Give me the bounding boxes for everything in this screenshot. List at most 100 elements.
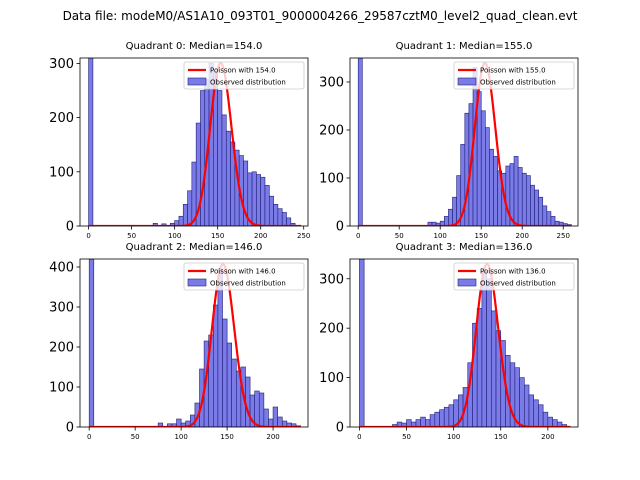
quadrant-0-bar bbox=[286, 217, 292, 226]
quadrant-1-bar bbox=[480, 110, 486, 226]
quadrant-3-bar bbox=[528, 394, 535, 427]
quadrant-1-bar bbox=[513, 156, 519, 226]
quadrant-0-xtick-label: 250 bbox=[297, 232, 310, 240]
quadrant-3-ytick-label: 0 bbox=[336, 421, 344, 436]
quadrant-3-legend-observed-label: Observed distribution bbox=[480, 280, 556, 288]
quadrant-0-bar bbox=[182, 204, 188, 226]
quadrant-3-legend: Poisson with 136.0 Observed distribution bbox=[453, 262, 575, 291]
quadrant-2-panel: Quadrant 2: Median=146.0 0 100 200 300 400 0 50… bbox=[49, 242, 309, 441]
quadrant-1-bar bbox=[448, 208, 453, 226]
quadrant-1-xtick-label: 250 bbox=[557, 232, 570, 240]
quadrant-3-xtick-label: 50 bbox=[402, 433, 411, 441]
quadrant-3-panel: Quadrant 3: Median=136.0 0 100 200 300 0 50 100… bbox=[319, 242, 579, 441]
quadrant-2-xtick-label: 150 bbox=[220, 433, 233, 441]
quadrant-0-bar bbox=[152, 222, 158, 226]
quadrant-2-bar bbox=[176, 418, 182, 427]
quadrant-2-axes-frame bbox=[79, 258, 309, 428]
quadrant-3-legend-box bbox=[453, 262, 575, 291]
quadrant-1-legend-box bbox=[453, 61, 575, 90]
quadrant-3-bar bbox=[406, 419, 412, 427]
quadrant-3-bar bbox=[420, 416, 426, 427]
quadrant-1-legend-bar-swatch bbox=[457, 77, 477, 86]
figure-suptitle: Data file: modeM0/AS1A10_093T01_90000042… bbox=[63, 9, 578, 23]
quadrant-0-ytick-label: 0 bbox=[66, 220, 74, 235]
quadrant-1-bar bbox=[452, 196, 457, 226]
quadrant-2-legend-bar-swatch bbox=[187, 278, 207, 287]
quadrant-1-ytick-label: 300 bbox=[319, 76, 344, 91]
quadrant-1-bar bbox=[521, 172, 527, 226]
quadrant-1-bar bbox=[542, 205, 548, 226]
quadrant-1-bar bbox=[485, 127, 490, 226]
quadrant-0-legend-box bbox=[183, 61, 305, 90]
quadrant-1-ytick-label: 0 bbox=[336, 220, 344, 235]
quadrant-2-xtick-label: 50 bbox=[131, 433, 140, 441]
quadrant-1-ytick-label: 200 bbox=[319, 124, 344, 139]
quadrant-2-bar bbox=[258, 392, 265, 427]
quadrant-3-legend-bar-swatch bbox=[457, 278, 477, 287]
quadrant-3-bar bbox=[439, 409, 445, 427]
quadrant-3-ytick-label: 300 bbox=[319, 272, 344, 287]
quadrant-2-ytick-label: 200 bbox=[49, 341, 74, 356]
quadrant-0-bar bbox=[225, 130, 231, 226]
quadrant-3-bar bbox=[429, 414, 436, 427]
quadrant-1-xtick-label: 100 bbox=[434, 232, 447, 240]
quadrant-0-bar bbox=[290, 222, 296, 226]
quadrant-1-legend-poisson-label: Poisson with 155.0 bbox=[480, 67, 546, 75]
quadrant-3-bar bbox=[434, 411, 440, 427]
quadrant-3-bar bbox=[552, 419, 558, 427]
quadrant-1-bar bbox=[476, 91, 482, 226]
quadrant-2-bar bbox=[254, 390, 260, 427]
quadrant-1-ytick-label: 100 bbox=[319, 172, 344, 187]
quadrant-3-bar bbox=[481, 271, 487, 427]
quadrant-3-bar bbox=[561, 424, 567, 427]
quadrant-1-bar bbox=[464, 112, 470, 226]
quadrant-3-bar bbox=[359, 259, 365, 427]
quadrant-1-bar bbox=[444, 216, 449, 226]
quadrant-2-bar bbox=[268, 418, 274, 427]
quadrant-3-bar bbox=[448, 404, 454, 427]
quadrant-1-bar bbox=[493, 156, 498, 226]
quadrant-2-bar bbox=[277, 416, 283, 427]
quadrant-1-bar bbox=[534, 189, 539, 226]
quadrant-3-legend-poisson-label: Poisson with 136.0 bbox=[480, 268, 546, 276]
quadrant-1-xtick-label: 0 bbox=[356, 232, 360, 240]
quadrant-0-bar bbox=[200, 90, 206, 226]
quadrant-2-ytick-label: 400 bbox=[49, 261, 74, 276]
quadrant-2-bar bbox=[88, 259, 95, 427]
quadrant-2-legend: Poisson with 146.0 Observed distribution bbox=[183, 262, 305, 291]
quadrant-2-bar bbox=[263, 408, 269, 427]
quadrant-1-bar bbox=[550, 216, 556, 226]
quadrant-3-bar bbox=[523, 384, 530, 427]
quadrant-1-legend: Poisson with 155.0 Observed distribution bbox=[453, 61, 575, 90]
quadrant-1-legend-observed-label: Observed distribution bbox=[480, 79, 556, 87]
quadrant-3-axes-frame bbox=[349, 258, 579, 428]
quadrant-3-bar bbox=[486, 278, 492, 427]
quadrant-3-plot-area bbox=[359, 259, 571, 427]
quadrant-3-title: Quadrant 3: Median=136.0 bbox=[396, 242, 533, 253]
quadrant-2-bar bbox=[213, 304, 219, 427]
quadrant-2-bar bbox=[231, 358, 237, 427]
quadrant-3-bar bbox=[538, 404, 544, 427]
quadrant-3-ytick-label: 200 bbox=[319, 322, 344, 337]
quadrant-1-bar bbox=[530, 184, 535, 226]
quadrant-2-ytick-label: 0 bbox=[66, 421, 74, 436]
quadrant-0-ytick-label: 300 bbox=[49, 57, 74, 72]
quadrant-1-axes-frame bbox=[349, 57, 579, 227]
quadrant-0-ytick-label: 100 bbox=[49, 165, 74, 180]
quadrant-2-legend-box bbox=[183, 262, 305, 291]
quadrant-3-bar bbox=[476, 308, 483, 427]
quadrant-1-bar bbox=[526, 175, 531, 226]
quadrant-1-xtick-label: 50 bbox=[395, 232, 404, 240]
quadrant-0-bar bbox=[256, 174, 261, 226]
quadrant-0-xtick-label: 0 bbox=[86, 232, 90, 240]
quadrant-2-xtick-label: 100 bbox=[174, 433, 187, 441]
quadrant-1-xtick-label: 200 bbox=[516, 232, 529, 240]
quadrant-0-bar bbox=[268, 195, 274, 226]
quadrant-3-bar bbox=[547, 416, 553, 427]
quadrant-3-xtick-label: 200 bbox=[541, 433, 554, 441]
quadrant-3-bar bbox=[443, 406, 450, 427]
quadrant-2-bar bbox=[226, 342, 232, 427]
quadrant-3-bar bbox=[415, 419, 421, 427]
quadrant-0-ytick-label: 200 bbox=[49, 111, 74, 126]
